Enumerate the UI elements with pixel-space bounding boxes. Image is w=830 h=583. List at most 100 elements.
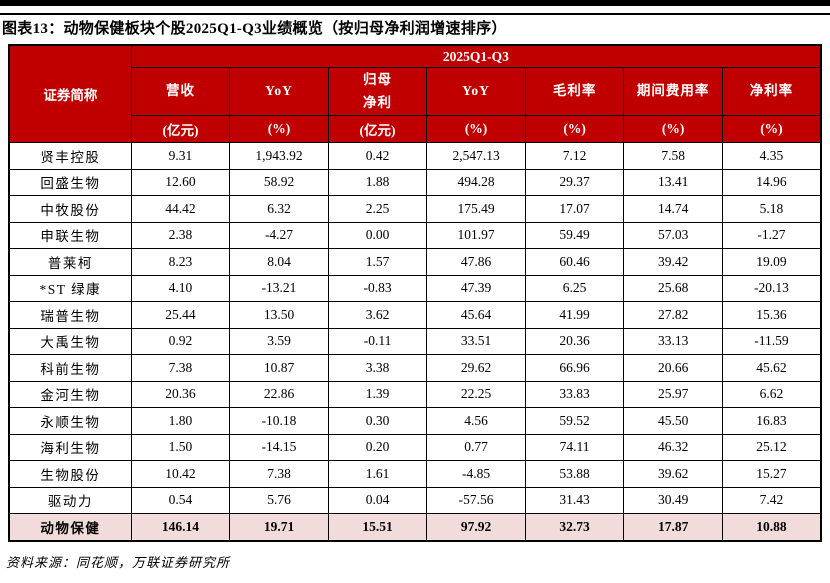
table-row: 科前生物 7.38 10.87 3.38 29.62 66.96 20.66 45.62 [8, 354, 822, 382]
table-row: 永顺生物 1.80 -10.18 0.30 4.56 59.52 45.50 16.83 [8, 407, 822, 435]
value-cell: 1.80 [130, 407, 231, 435]
unit-cell: (%) [426, 115, 526, 143]
unit-header-row: (亿元) (%) (亿元) (%) (%) (%) (%) [9, 115, 822, 143]
value-cell: 59.52 [524, 407, 625, 435]
table-row: 普莱柯 8.23 8.04 1.57 47.86 60.46 39.42 19.09 [8, 248, 822, 276]
value-cell: -0.83 [327, 274, 428, 302]
value-cell: 1.88 [327, 168, 428, 196]
value-cell: 494.28 [426, 168, 526, 196]
value-cell: 5.76 [229, 486, 329, 514]
corner-header-stock-name: 证券简称 [8, 44, 132, 143]
column-header-label: YoY [265, 83, 293, 99]
value-cell: 22.86 [229, 380, 329, 408]
value-cell: 16.83 [721, 407, 822, 435]
value-cell: 2.38 [130, 221, 231, 249]
value-cell: 8.23 [130, 248, 231, 276]
value-cell: 25.44 [130, 301, 231, 329]
value-cell: 27.82 [623, 301, 723, 329]
summary-label: 动物保健 [8, 513, 132, 542]
value-cell: 175.49 [426, 195, 526, 223]
value-cell: 39.42 [623, 248, 723, 276]
value-cell: -1.27 [721, 221, 822, 249]
value-cell: 47.86 [426, 248, 526, 276]
value-cell: 7.38 [229, 460, 329, 488]
unit-cell: (亿元) [327, 115, 428, 143]
value-cell: 10.42 [130, 460, 231, 488]
value-cell: 29.37 [524, 168, 625, 196]
value-cell: 7.42 [721, 486, 822, 514]
value-cell: 45.64 [426, 301, 526, 329]
stock-name: 生物股份 [8, 460, 132, 488]
stock-name: 永顺生物 [8, 407, 132, 435]
value-cell: 1.39 [327, 380, 428, 408]
column-header-label: 归母 [363, 72, 393, 88]
value-cell: 33.83 [524, 380, 625, 408]
value-cell: 31.43 [524, 486, 625, 514]
table-row: 申联生物 2.38 -4.27 0.00 101.97 59.49 57.03 -1.27 [8, 221, 822, 249]
unit-cell: (%) [229, 115, 329, 143]
value-cell: 25.12 [721, 433, 822, 461]
value-cell: 8.04 [229, 248, 329, 276]
summary-row: 动物保健 146.14 19.71 15.51 97.92 32.73 17.87 10.88 [8, 513, 822, 542]
figure-title: 图表13：动物保健板块个股2025Q1-Q3业绩概览（按归母净利润增速排序） [2, 21, 507, 37]
value-cell: 2,547.13 [426, 142, 526, 170]
value-cell: 29.62 [426, 354, 526, 382]
value-cell: 1.50 [130, 433, 231, 461]
value-cell: 30.49 [623, 486, 723, 514]
stock-name: 科前生物 [8, 354, 132, 382]
value-cell: 25.97 [623, 380, 723, 408]
value-cell: 97.92 [426, 513, 526, 542]
value-cell: 2.25 [327, 195, 428, 223]
table-row: 海利生物 1.50 -14.15 0.20 0.77 74.11 46.32 25.12 [8, 433, 822, 461]
stock-name: 瑞普生物 [8, 301, 132, 329]
value-cell: 9.31 [130, 142, 231, 170]
value-cell: 53.88 [524, 460, 625, 488]
value-cell: 0.30 [327, 407, 428, 435]
value-cell: 101.97 [426, 221, 526, 249]
value-cell: 0.04 [327, 486, 428, 514]
column-header-gross-margin: 毛利率 [524, 67, 625, 116]
table-row: 金河生物 20.36 22.86 1.39 22.25 33.83 25.97 6.62 [8, 380, 822, 408]
value-cell: 20.36 [130, 380, 231, 408]
value-cell: 4.10 [130, 274, 231, 302]
table-body: 贤丰控股 9.31 1,943.92 0.42 2,547.13 7.12 7.58 4.35… [8, 142, 822, 542]
column-header-label: 净利率 [749, 83, 794, 99]
table-row: 贤丰控股 9.31 1,943.92 0.42 2,547.13 7.12 7.58 4.35 [8, 142, 822, 170]
column-header-label: 营收 [165, 83, 195, 99]
value-cell: 14.96 [721, 168, 822, 196]
value-cell: 25.68 [623, 274, 723, 302]
source-note: 资料来源：同花顺，万联证券研究所 [6, 555, 231, 570]
value-cell: -57.56 [426, 486, 526, 514]
stock-name: 大禹生物 [8, 327, 132, 355]
value-cell: 0.54 [130, 486, 231, 514]
table-row: 生物股份 10.42 7.38 1.61 -4.85 53.88 39.62 15.27 [8, 460, 822, 488]
table-row: *ST 绿康 4.10 -13.21 -0.83 47.39 6.25 25.68 -20.1… [8, 274, 822, 302]
value-cell: 41.99 [524, 301, 625, 329]
value-cell: 7.58 [623, 142, 723, 170]
value-cell: -4.27 [229, 221, 329, 249]
value-cell: 0.92 [130, 327, 231, 355]
value-cell: 10.87 [229, 354, 329, 382]
stock-name: 海利生物 [8, 433, 132, 461]
value-cell: 33.13 [623, 327, 723, 355]
value-cell: 5.18 [721, 195, 822, 223]
table-row: 瑞普生物 25.44 13.50 3.62 45.64 41.99 27.82 15.36 [8, 301, 822, 329]
value-cell: 7.38 [130, 354, 231, 382]
value-cell: 17.87 [623, 513, 723, 542]
table-container: 证券简称 2025Q1-Q3 营收 YoY 归母 净利 YoY 毛利率 期间费用率… [8, 44, 822, 542]
value-cell: 6.25 [524, 274, 625, 302]
value-cell: 4.35 [721, 142, 822, 170]
value-cell: 58.92 [229, 168, 329, 196]
value-cell: 19.71 [229, 513, 329, 542]
value-cell: 60.46 [524, 248, 625, 276]
data-table: 证券简称 2025Q1-Q3 营收 YoY 归母 净利 YoY 毛利率 期间费用率… [8, 44, 822, 542]
value-cell: 4.56 [426, 407, 526, 435]
value-cell: -0.11 [327, 327, 428, 355]
table-header: 证券简称 2025Q1-Q3 营收 YoY 归母 净利 YoY 毛利率 期间费用率… [8, 44, 822, 143]
column-header-label: 毛利率 [552, 83, 597, 99]
value-cell: 66.96 [524, 354, 625, 382]
column-header-expense-ratio: 期间费用率 [623, 67, 723, 116]
value-cell: -11.59 [721, 327, 822, 355]
value-cell: 59.49 [524, 221, 625, 249]
stock-name: 中牧股份 [8, 195, 132, 223]
